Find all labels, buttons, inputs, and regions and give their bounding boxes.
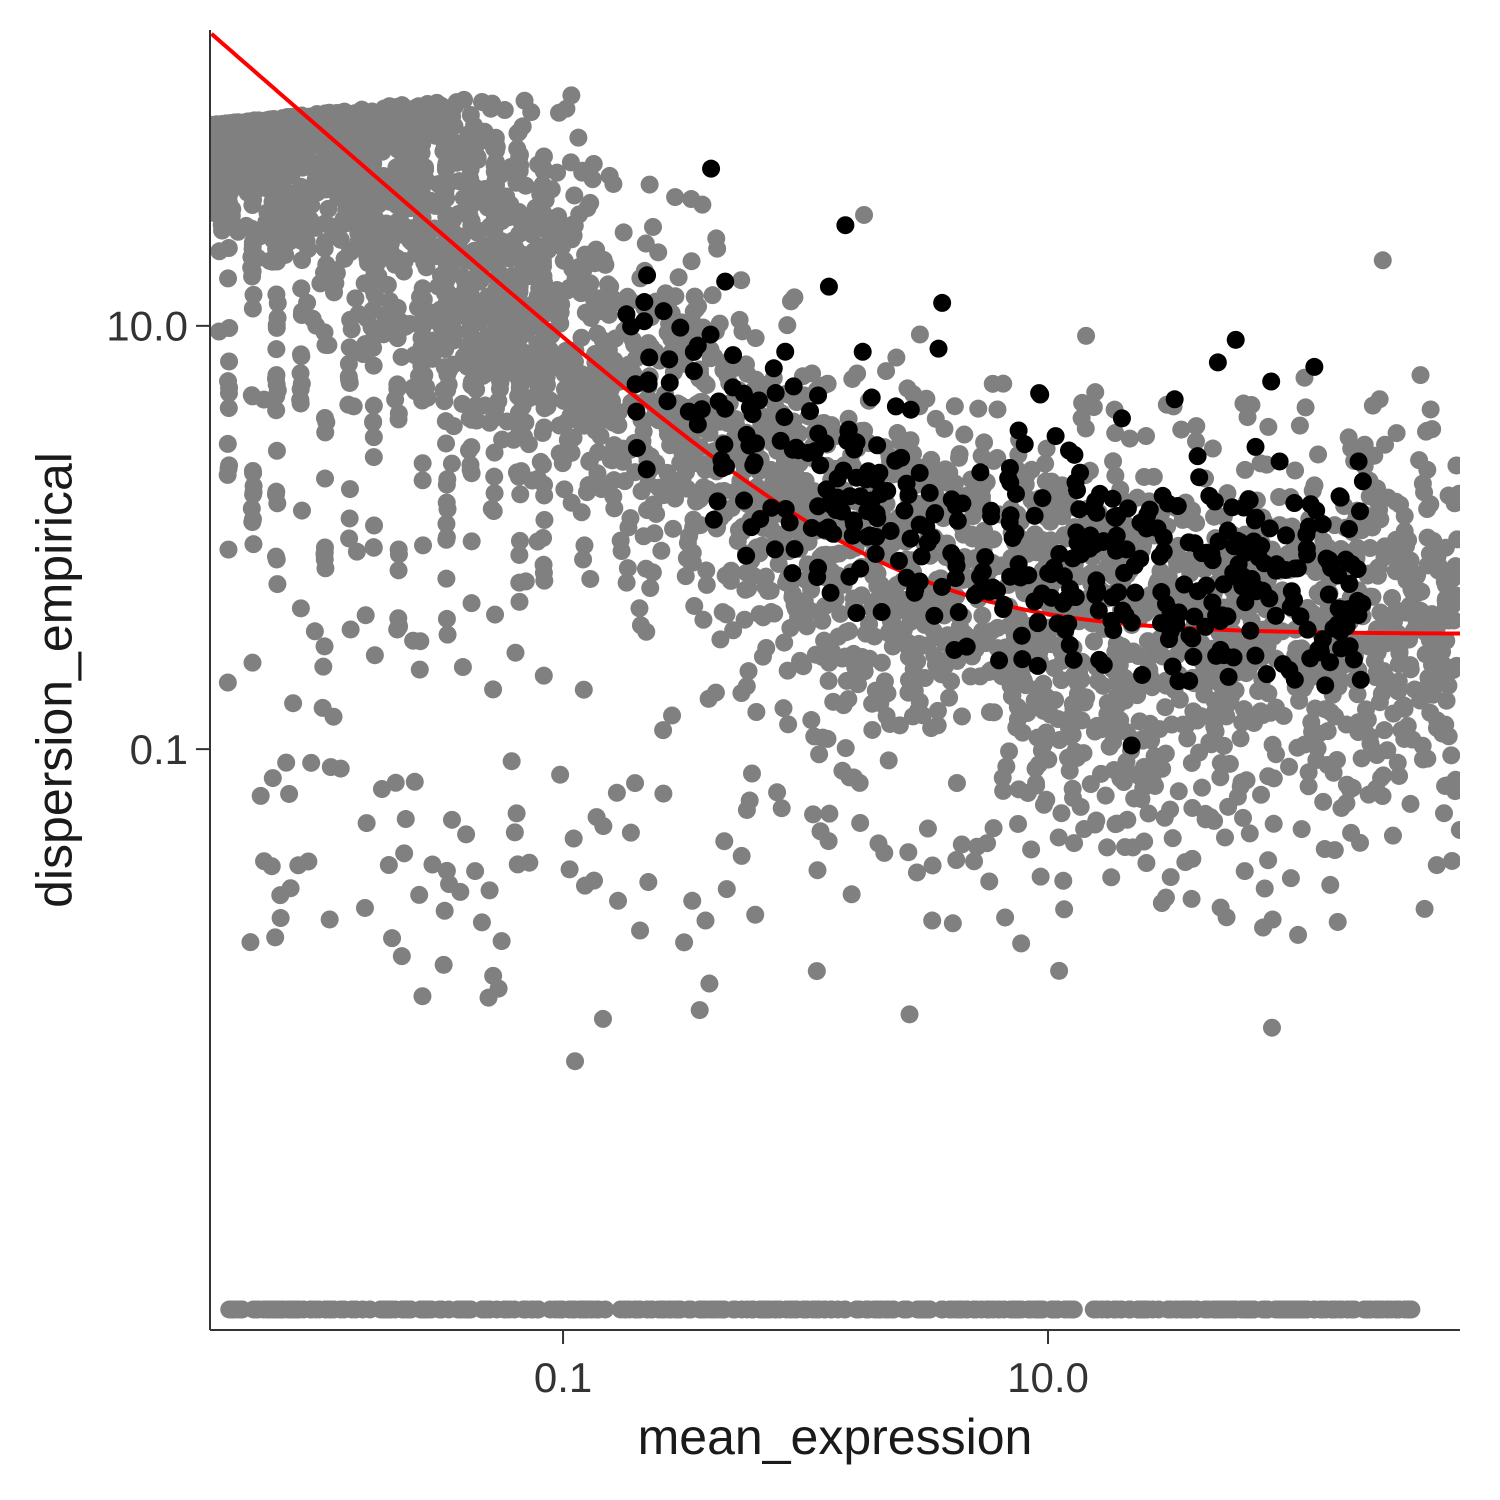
dispersion-scatter-chart: 0.1 10.0 0.1 10.0 mean_expression dispersion_… — [0, 0, 1500, 1500]
y-axis-label: dispersion_empirical — [27, 452, 83, 908]
x-tick-label: 10.0 — [1007, 1354, 1089, 1401]
x-tick-label: 0.1 — [534, 1354, 592, 1401]
y-tick-label: 10.0 — [106, 303, 188, 350]
x-axis-label: mean_expression — [638, 1409, 1033, 1465]
y-tick-label: 0.1 — [130, 726, 188, 773]
chart-container: 0.1 10.0 0.1 10.0 mean_expression dispersion_… — [0, 0, 1500, 1500]
